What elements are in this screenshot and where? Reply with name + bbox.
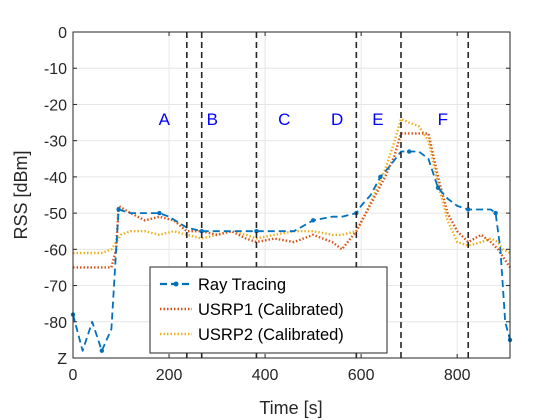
- y-tick-label: -50: [44, 206, 67, 223]
- series-point: [378, 174, 383, 180]
- series-point: [99, 348, 105, 353]
- y-tick-label: 0: [58, 25, 67, 42]
- axis-ticks: 0 200 400 600 800 0 -10 -20 -30 -40 -50 -60 -70 -80 Z: [44, 25, 510, 384]
- legend-label: USRP1 (Calibrated): [198, 301, 344, 319]
- series-point: [254, 229, 259, 234]
- y-tick-label: -80: [44, 315, 67, 332]
- y-tick-label: -10: [44, 61, 67, 78]
- y-tick-label: Z: [57, 351, 67, 368]
- x-tick-label: 800: [444, 367, 471, 384]
- series-point: [199, 229, 204, 234]
- region-label: C: [278, 110, 290, 129]
- series-point: [116, 207, 121, 212]
- series-point: [493, 210, 498, 216]
- series-point: [406, 149, 412, 154]
- legend-label: USRP2 (Calibrated): [198, 326, 344, 344]
- y-tick-label: -70: [44, 279, 67, 296]
- series-line-3: [73, 117, 511, 255]
- series-point: [466, 207, 471, 212]
- region-label: A: [159, 110, 171, 129]
- x-axis-title: Time [s]: [259, 398, 322, 418]
- x-tick-label: 600: [348, 367, 375, 384]
- legend: Ray Tracing USRP1 (Calibrated) USRP2 (Cali…: [149, 266, 388, 354]
- x-tick-label: 0: [69, 367, 78, 384]
- region-label: B: [207, 110, 218, 129]
- series-line-2: [73, 132, 511, 269]
- y-tick-label: -30: [44, 134, 67, 151]
- region-label: F: [438, 110, 448, 129]
- region-label: E: [372, 110, 383, 129]
- legend-marker: [173, 281, 179, 287]
- series-point: [310, 218, 316, 223]
- x-tick-label: 200: [156, 367, 183, 384]
- y-axis-title: RSS [dBm]: [11, 150, 31, 239]
- series-point: [435, 185, 441, 190]
- legend-label: Ray Tracing: [198, 276, 286, 294]
- y-tick-label: -20: [44, 97, 67, 114]
- series-line-1: [72, 150, 511, 352]
- series-point: [157, 210, 162, 216]
- plot-frame: [72, 31, 511, 359]
- region-labels: A B C D E F: [159, 110, 448, 129]
- y-tick-label: -60: [44, 242, 67, 259]
- region-label: D: [331, 110, 343, 129]
- y-tick-label: -40: [44, 170, 67, 187]
- x-tick-label: 400: [252, 367, 279, 384]
